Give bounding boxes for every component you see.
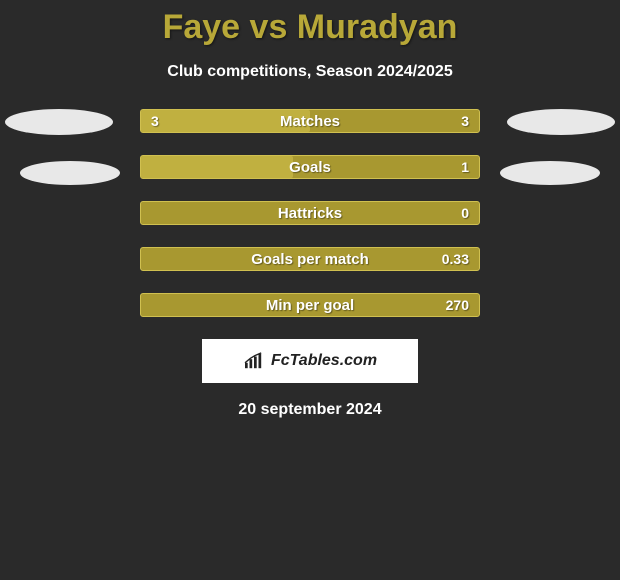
stat-left-value: 3 <box>151 113 159 129</box>
stat-right-value: 3 <box>461 113 469 129</box>
stat-row: Goals per match 0.33 <box>140 247 480 271</box>
subtitle: Club competitions, Season 2024/2025 <box>0 63 620 81</box>
stat-right-value: 270 <box>446 297 469 313</box>
page-title: Faye vs Muradyan <box>0 8 620 47</box>
stat-row: Min per goal 270 <box>140 293 480 317</box>
logo-box[interactable]: FcTables.com <box>202 339 418 383</box>
stats-area: 3 Matches 3 Goals 1 Hattricks 0 Goals per match… <box>0 109 620 317</box>
stat-right-value: 1 <box>461 159 469 175</box>
player-left-avatar-1 <box>5 109 113 135</box>
player-right-avatar-2 <box>500 161 600 185</box>
stat-row: Goals 1 <box>140 155 480 179</box>
stat-label: Hattricks <box>278 205 342 222</box>
player-right-avatar-1 <box>507 109 615 135</box>
logo-text: FcTables.com <box>271 352 377 370</box>
stat-label: Goals per match <box>251 251 369 268</box>
stat-row: Hattricks 0 <box>140 201 480 225</box>
player-left-avatar-2 <box>20 161 120 185</box>
stat-right-value: 0 <box>461 205 469 221</box>
comparison-card: Faye vs Muradyan Club competitions, Seas… <box>0 0 620 580</box>
stat-label: Goals <box>289 159 331 176</box>
stat-label: Matches <box>280 113 340 130</box>
stat-right-value: 0.33 <box>442 251 469 267</box>
stat-fill <box>141 156 293 178</box>
stat-row: 3 Matches 3 <box>140 109 480 133</box>
stat-label: Min per goal <box>266 297 354 314</box>
chart-icon <box>243 352 265 370</box>
date-text: 20 september 2024 <box>0 401 620 419</box>
